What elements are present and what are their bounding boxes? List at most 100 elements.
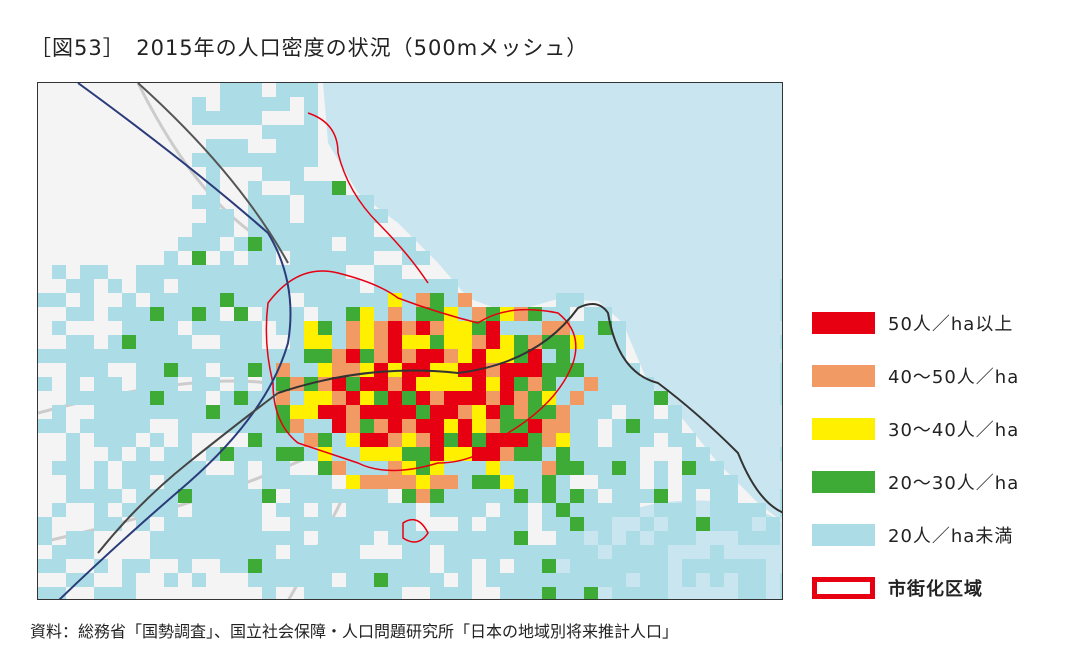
mesh-cell [430, 293, 444, 307]
mesh-cell [388, 349, 402, 363]
mesh-cell [640, 517, 654, 531]
legend-swatch [812, 312, 875, 334]
mesh-cell [80, 307, 94, 321]
mesh-cell [374, 517, 388, 531]
legend-item-20-30: 20〜30人／ha [812, 469, 1072, 494]
mesh-cell [332, 363, 346, 377]
mesh-cell [150, 489, 164, 503]
mesh-cell [346, 237, 360, 251]
mesh-cell [192, 503, 206, 517]
mesh-cell [612, 321, 626, 335]
mesh-cell [528, 321, 542, 335]
mesh-cell [164, 363, 178, 377]
mesh-cell [276, 461, 290, 475]
mesh-cell [178, 531, 192, 545]
mesh-cell [780, 363, 782, 377]
mesh-cell [178, 419, 192, 433]
mesh-cell [710, 503, 724, 517]
mesh-cell [514, 531, 528, 545]
mesh-cell [640, 433, 654, 447]
mesh-cell [234, 391, 248, 405]
mesh-cell [374, 335, 388, 349]
mesh-cell [360, 391, 374, 405]
mesh-cell [206, 321, 220, 335]
mesh-cell [682, 489, 696, 503]
mesh-cell [444, 405, 458, 419]
mesh-cell [626, 503, 640, 517]
mesh-cell [164, 335, 178, 349]
mesh-cell [262, 587, 276, 599]
mesh-cell [584, 503, 598, 517]
mesh-cell [164, 251, 178, 265]
mesh-cell [486, 405, 500, 419]
mesh-cell [248, 97, 262, 111]
mesh-cell [626, 391, 640, 405]
mesh-cell [556, 545, 570, 559]
mesh-cell [556, 475, 570, 489]
legend-label: 20人／ha未満 [888, 526, 1014, 547]
mesh-cell [66, 335, 80, 349]
mesh-cell [542, 321, 556, 335]
mesh-cell [500, 447, 514, 461]
mesh-cell [626, 461, 640, 475]
mesh-cell [150, 433, 164, 447]
mesh-cell [360, 573, 374, 587]
mesh-cell [318, 433, 332, 447]
mesh-cell [332, 587, 346, 599]
mesh-cell [164, 461, 178, 475]
mesh-cell [612, 559, 626, 573]
mesh-cell [52, 503, 66, 517]
mesh-cell [556, 363, 570, 377]
mesh-cell [122, 433, 136, 447]
mesh-cell [234, 335, 248, 349]
mesh-cell [402, 559, 416, 573]
mesh-cell [66, 475, 80, 489]
mesh-cell [388, 503, 402, 517]
mesh-cell [472, 419, 486, 433]
mesh-cell [780, 503, 782, 517]
mesh-cell [290, 475, 304, 489]
mesh-cell [234, 447, 248, 461]
mesh-cell [346, 391, 360, 405]
legend-item-under-20: 20人／ha未満 [812, 522, 1072, 547]
mesh-cell [472, 335, 486, 349]
mesh-cell [472, 489, 486, 503]
mesh-cell [598, 503, 612, 517]
mesh-cell [682, 531, 696, 545]
mesh-cell [304, 181, 318, 195]
mesh-cell [570, 321, 584, 335]
mesh-cell [346, 587, 360, 599]
mesh-cell [192, 405, 206, 419]
mesh-cell [318, 251, 332, 265]
mesh-cell [52, 321, 66, 335]
legend-swatch [812, 524, 875, 546]
mesh-cell [500, 363, 514, 377]
mesh-cell [458, 391, 472, 405]
mesh-cell [38, 559, 52, 573]
mesh-cell [346, 349, 360, 363]
mesh-cell [500, 461, 514, 475]
mesh-cell [374, 265, 388, 279]
mesh-cell [192, 363, 206, 377]
mesh-cell [332, 209, 346, 223]
mesh-cell [318, 587, 332, 599]
mesh-cell [668, 531, 682, 545]
mesh-cell [122, 475, 136, 489]
mesh-cell [192, 307, 206, 321]
mesh-cell [416, 447, 430, 461]
mesh-cell [206, 237, 220, 251]
mesh-cell [318, 195, 332, 209]
mesh-cell [220, 153, 234, 167]
mesh-cell [346, 209, 360, 223]
mesh-cell [542, 307, 556, 321]
mesh-cell [640, 573, 654, 587]
mesh-cell [626, 531, 640, 545]
mesh-cell [528, 559, 542, 573]
mesh-cell [38, 531, 52, 545]
mesh-cell [542, 391, 556, 405]
mesh-cell [626, 433, 640, 447]
mesh-cell [374, 433, 388, 447]
mesh-cell [598, 321, 612, 335]
mesh-cell [220, 391, 234, 405]
mesh-cell [374, 559, 388, 573]
